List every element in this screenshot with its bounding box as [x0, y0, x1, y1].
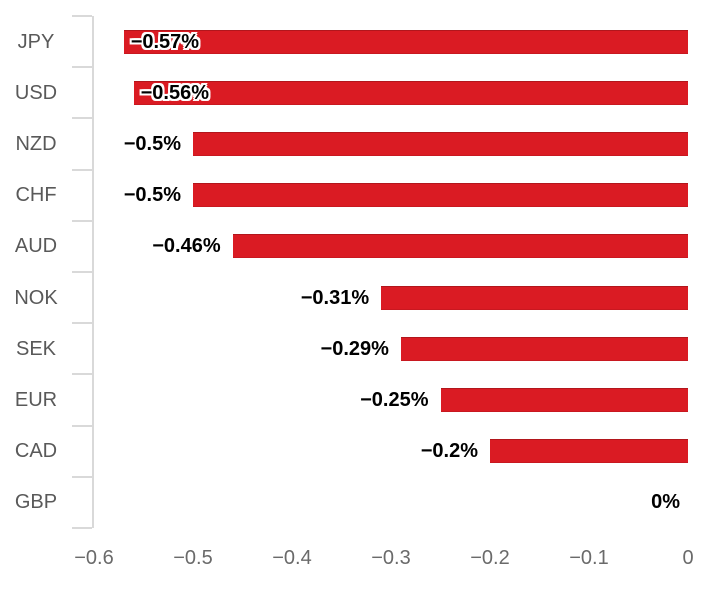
category-axis-tick: [72, 219, 92, 222]
value-label-aud: −0.46%: [152, 235, 221, 258]
bar-eur: [440, 388, 688, 412]
value-label-nok: −0.31%: [300, 286, 370, 309]
value-label-eur: −0.25%: [360, 389, 429, 411]
category-label-chf: CHF: [15, 184, 57, 207]
x-axis-tick-label-6: 0: [682, 547, 694, 569]
x-axis-tick-label-1: −0.5: [173, 547, 213, 569]
x-axis-tick-label-2: −0.4: [272, 547, 312, 569]
category-axis-tick: [72, 66, 92, 69]
bar-usd: [133, 80, 688, 105]
category-label-sek: SEK: [15, 337, 57, 360]
value-label-usd: −0.56%: [140, 81, 209, 104]
category-label-nok: NOK: [14, 286, 58, 309]
x-axis-tick-label-0: −0.6: [74, 547, 114, 569]
category-label-cad: CAD: [14, 440, 58, 463]
bar-cad: [490, 439, 688, 464]
category-label-eur: EUR: [14, 389, 58, 411]
category-axis-tick: [72, 168, 92, 171]
value-label-gbp: 0%: [651, 491, 680, 514]
value-label-nzd: −0.5%: [123, 133, 181, 155]
value-label-chf: −0.5%: [123, 184, 181, 207]
category-label-gbp: GBP: [14, 491, 58, 514]
category-axis-tick: [72, 373, 92, 376]
category-label-nzd: NZD: [15, 133, 57, 155]
category-label-jpy: JPY: [17, 30, 55, 53]
bar-jpy: [123, 29, 688, 54]
category-axis-tick: [72, 475, 92, 478]
value-label-sek: −0.29%: [320, 337, 389, 360]
category-axis-tick: [72, 424, 92, 427]
value-label-cad: −0.2%: [420, 440, 478, 463]
bar-chf: [193, 183, 688, 208]
category-axis-tick: [72, 117, 92, 120]
category-label-aud: AUD: [14, 235, 58, 258]
category-label-usd: USD: [14, 81, 58, 104]
category-axis-tick: [72, 271, 92, 273]
x-axis-tick-label-4: −0.2: [470, 547, 510, 569]
category-axis-tick: [72, 15, 92, 17]
x-axis-tick-label-5: −0.1: [569, 547, 609, 569]
bar-aud: [232, 234, 688, 259]
bar-nzd: [193, 132, 688, 156]
bar-sek: [400, 336, 688, 361]
bar-nok: [381, 285, 688, 310]
category-axis-tick: [72, 322, 92, 325]
category-axis-line: [92, 16, 94, 528]
x-axis-tick-label-3: −0.3: [371, 547, 411, 569]
category-axis-tick: [72, 527, 92, 529]
value-label-jpy: −0.57%: [130, 30, 200, 53]
